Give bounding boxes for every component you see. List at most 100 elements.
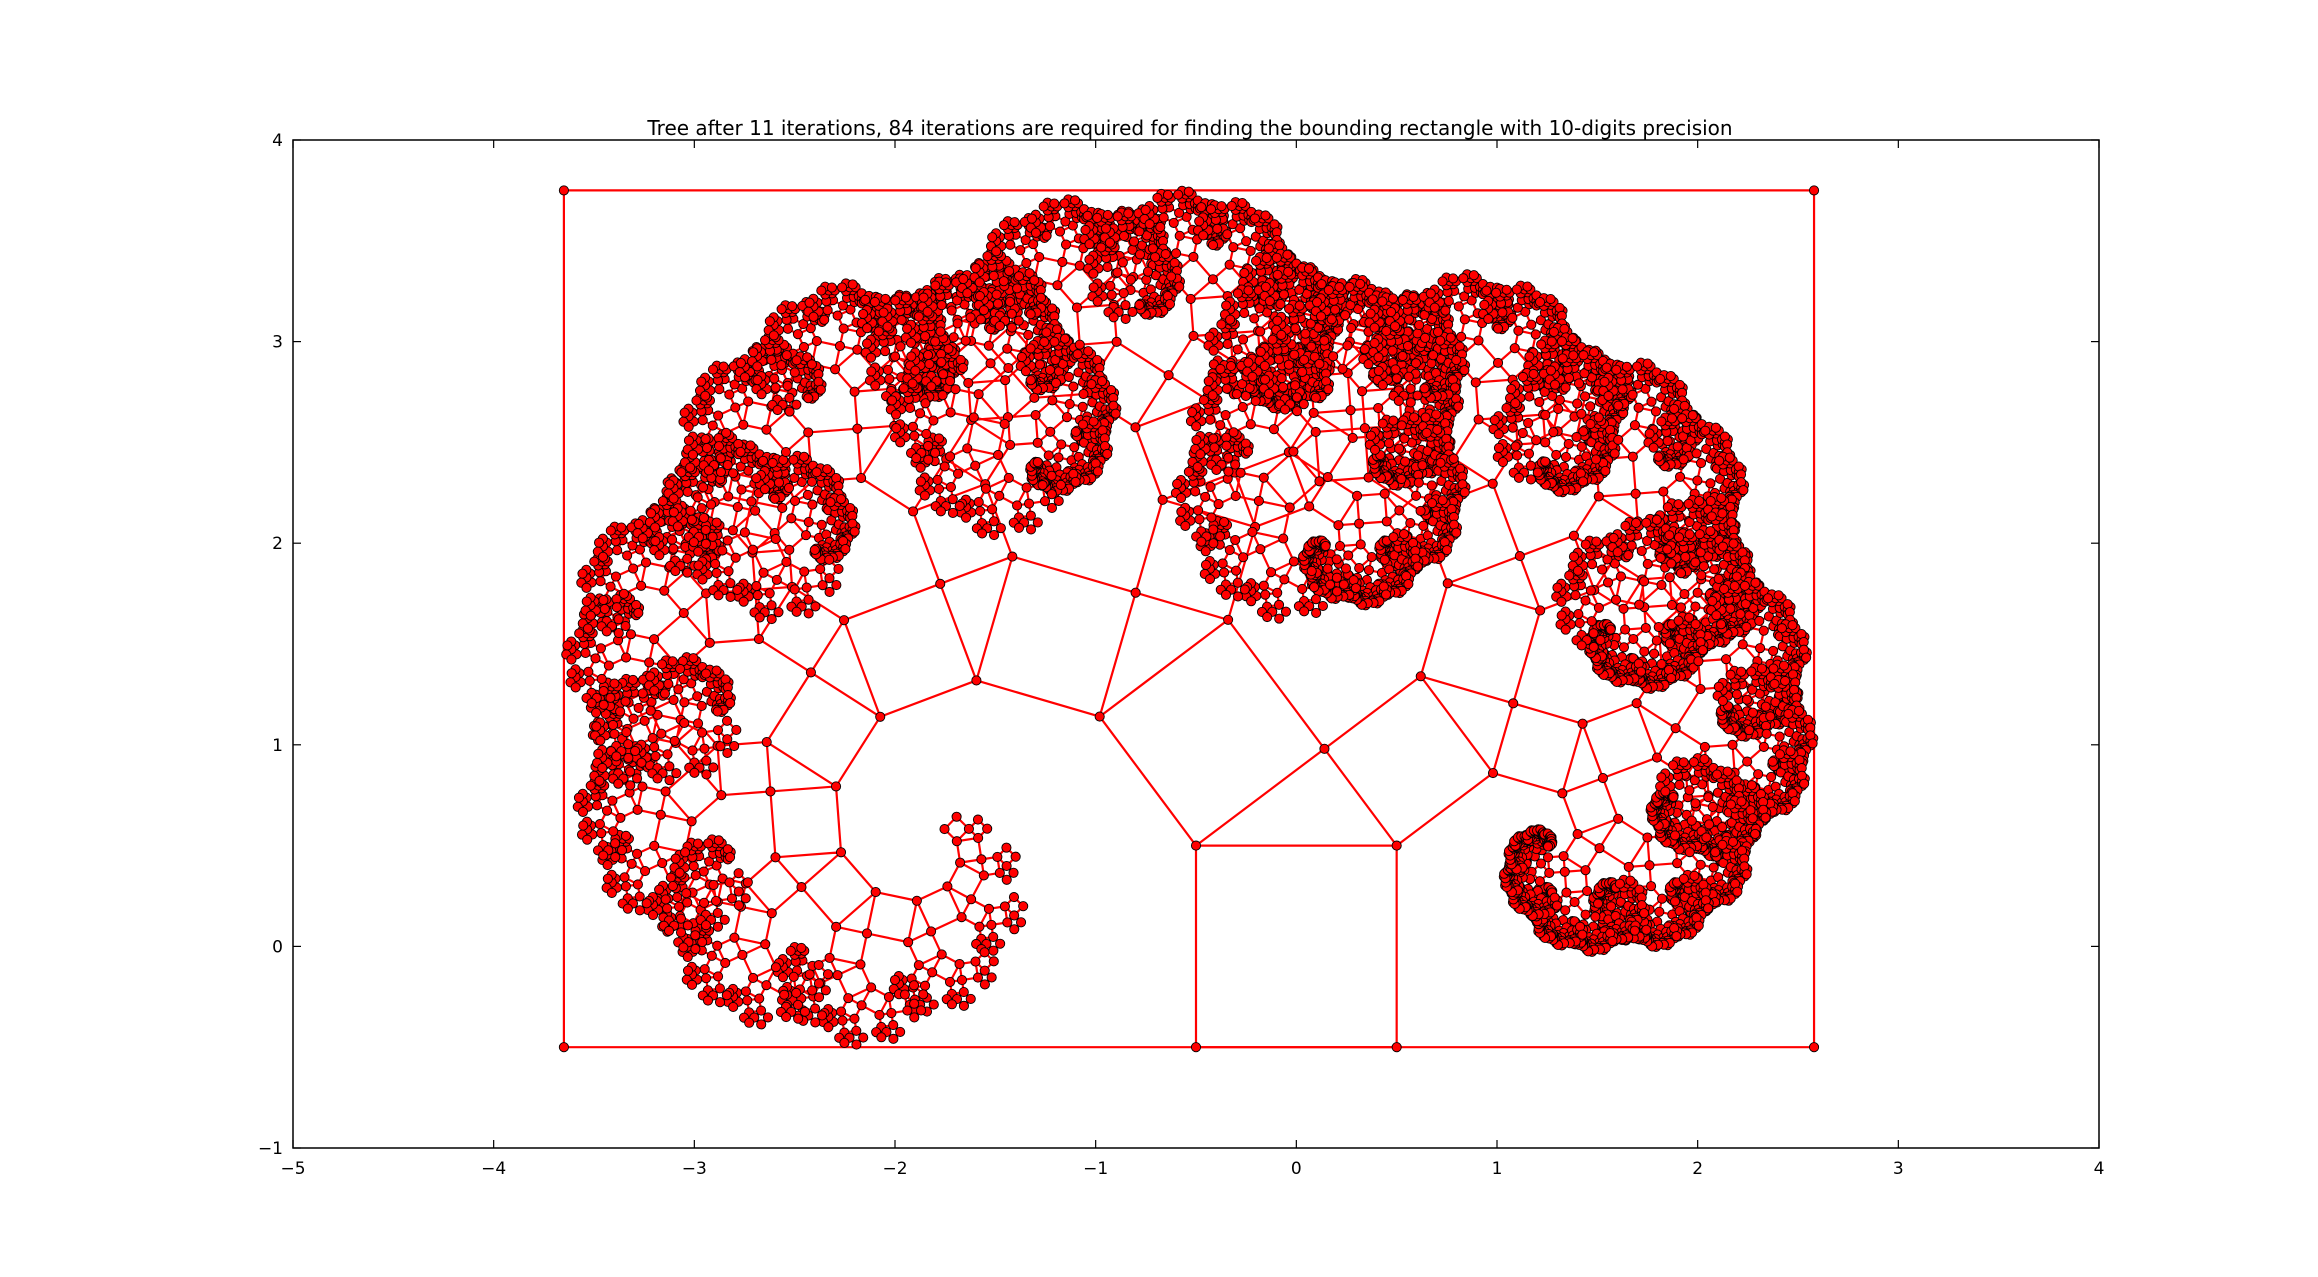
tree-point [744, 1017, 755, 1028]
tree-point [722, 535, 733, 546]
tree-point [988, 516, 999, 527]
tree-point [944, 976, 956, 987]
tree-point [621, 727, 632, 738]
tree-point [765, 786, 776, 797]
tree-point [740, 893, 751, 904]
tree-point [888, 1033, 899, 1044]
tree-point [799, 1006, 810, 1017]
tree-point [963, 377, 974, 388]
tree-point [988, 270, 999, 281]
tree-point [712, 706, 723, 717]
tree-point [740, 986, 751, 997]
tree-point [722, 715, 733, 726]
tree-point [804, 969, 815, 980]
tree-point [1056, 439, 1067, 450]
tree-point [697, 937, 708, 948]
tree-point [1074, 260, 1085, 271]
tree-point [796, 882, 807, 893]
tree-point [668, 507, 679, 518]
tree-point [1003, 362, 1014, 374]
tree-point [720, 957, 731, 969]
tree-point [700, 920, 712, 931]
tree-point [1059, 333, 1071, 344]
tree-point [913, 311, 924, 322]
tree-point [687, 449, 698, 460]
tree-point [1088, 282, 1099, 293]
tree-point [945, 407, 956, 418]
tree-point [1394, 443, 1405, 454]
tree-point [1026, 213, 1037, 224]
tree-point [682, 567, 693, 578]
tree-point [584, 675, 595, 686]
tree-point [668, 694, 679, 706]
tree-point [625, 766, 636, 777]
tree-point [692, 492, 703, 503]
tree-point [670, 565, 681, 577]
tree-point [1144, 219, 1155, 230]
tree-point [1379, 488, 1390, 499]
tree-point [810, 601, 821, 612]
tree-point [598, 594, 609, 606]
tree-point [935, 578, 946, 589]
tree-point [782, 380, 793, 391]
tree-point [993, 449, 1004, 461]
tree-point [594, 775, 605, 786]
tree-point [712, 940, 723, 951]
tree-point [1212, 223, 1223, 234]
tree-point [616, 845, 628, 856]
tree-point [606, 887, 617, 898]
tree-point [908, 506, 919, 517]
tree-point [650, 536, 661, 547]
tree-point [924, 358, 935, 370]
tree-point [596, 673, 607, 685]
tree-point [1396, 473, 1407, 485]
tree-point [973, 832, 984, 844]
tree-point [1046, 470, 1057, 481]
tree-point [696, 503, 707, 514]
tree-point [1043, 450, 1054, 461]
tree-point [922, 349, 934, 361]
tree-point [743, 396, 754, 407]
tree-point [712, 921, 724, 932]
tree-point [645, 705, 656, 716]
tree-point [607, 719, 619, 731]
tree-point [613, 614, 624, 625]
tree-point [766, 614, 777, 625]
tree-point [708, 879, 719, 890]
tree-point [796, 942, 807, 953]
tree-point [801, 582, 812, 593]
tree-point [919, 980, 931, 991]
tree-point [1260, 210, 1271, 221]
tree-point [702, 995, 714, 1006]
tree-point [903, 937, 914, 948]
tree-point [716, 790, 727, 801]
tree-point [918, 989, 929, 1000]
tree-point [682, 486, 693, 498]
tree-point [736, 484, 747, 495]
tree-point [1009, 910, 1020, 921]
tree-point [1152, 192, 1163, 203]
tree-point [637, 688, 648, 699]
tree-point [890, 295, 901, 306]
tree-point [906, 351, 917, 362]
tree-point [1111, 336, 1122, 347]
tree-point [707, 420, 718, 431]
tree-point [1029, 392, 1040, 403]
tree-point [718, 361, 729, 372]
tree-point [1001, 842, 1012, 853]
tree-point [1030, 410, 1041, 421]
tree-point [707, 531, 718, 542]
tree-point [710, 895, 722, 907]
tree-point [800, 530, 812, 541]
tree-point [1106, 289, 1117, 300]
tree-point [810, 1017, 821, 1028]
tree-point [659, 688, 671, 699]
tree-point [671, 768, 682, 779]
tree-point [760, 939, 771, 950]
tree-point [1308, 407, 1319, 419]
tree-point [597, 762, 608, 774]
tree-point [761, 424, 772, 435]
tree-point [1283, 266, 1294, 277]
tree-point [627, 674, 638, 685]
tree-point [1232, 344, 1243, 355]
